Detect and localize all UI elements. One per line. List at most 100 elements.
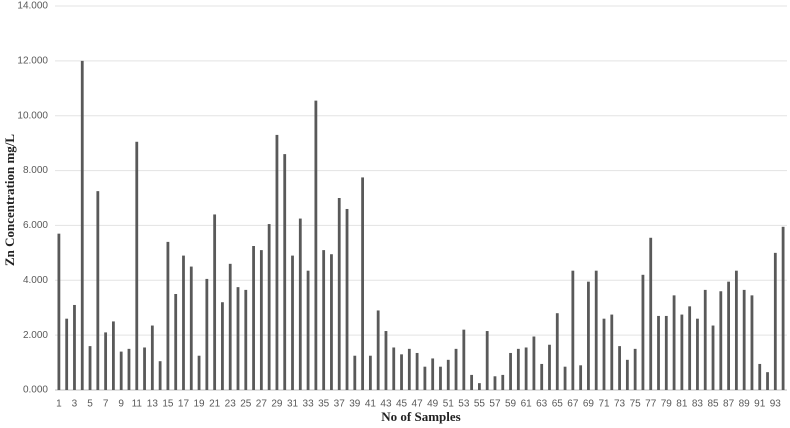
x-tick-label: 41 — [365, 399, 377, 410]
bar — [275, 134, 279, 390]
y-tick-label: 12.000 — [17, 55, 48, 66]
bar — [57, 233, 61, 390]
y-tick-label: 14.000 — [17, 1, 48, 12]
x-tick-label: 45 — [396, 399, 408, 410]
x-tick-label: 33 — [303, 399, 315, 410]
bar — [727, 281, 730, 390]
bar — [407, 348, 411, 390]
bar — [306, 270, 310, 390]
bar — [633, 348, 637, 390]
bar — [587, 281, 590, 390]
x-tick-label: 83 — [692, 399, 704, 410]
bar — [361, 177, 364, 390]
bar — [337, 198, 341, 390]
bar — [548, 344, 551, 390]
bar — [485, 331, 489, 390]
bar — [524, 347, 528, 390]
bar — [446, 359, 450, 390]
bar — [104, 332, 108, 390]
bar — [259, 250, 263, 390]
bar — [221, 302, 224, 390]
bar — [734, 270, 738, 390]
y-tick-label: 4.000 — [23, 275, 48, 286]
x-tick-label: 53 — [458, 399, 470, 410]
y-axis-title: Zn Concentration mg/L — [2, 134, 17, 267]
bar — [563, 366, 567, 390]
bar — [618, 346, 621, 390]
bar — [283, 154, 287, 390]
x-tick-label: 61 — [521, 399, 533, 410]
x-tick-label: 19 — [194, 399, 206, 410]
x-tick-label: 91 — [754, 399, 766, 410]
x-tick-label: 9 — [118, 399, 124, 410]
bar — [80, 60, 84, 390]
bar — [516, 348, 520, 390]
x-tick-label: 25 — [240, 399, 252, 410]
bar — [267, 224, 271, 390]
bar — [415, 352, 419, 390]
bar — [649, 237, 653, 390]
bar — [174, 294, 178, 390]
bar — [384, 331, 388, 390]
x-tick-label: 13 — [147, 399, 159, 410]
bar — [462, 329, 466, 390]
bar — [65, 318, 69, 390]
bar — [493, 376, 497, 390]
bar — [112, 321, 115, 390]
x-tick-label: 27 — [256, 399, 268, 410]
x-tick-label: 1 — [56, 399, 62, 410]
x-tick-label: 69 — [583, 399, 595, 410]
y-tick-label: 6.000 — [23, 220, 48, 231]
bar — [766, 372, 769, 390]
bar — [353, 355, 357, 390]
x-tick-label: 71 — [598, 399, 610, 410]
bar — [213, 214, 217, 390]
bar — [143, 347, 146, 390]
x-tick-label: 21 — [209, 399, 221, 410]
x-tick-label: 43 — [380, 399, 392, 410]
bar — [73, 304, 76, 390]
bar — [197, 355, 201, 390]
bar — [750, 295, 754, 390]
x-tick-label: 31 — [287, 399, 299, 410]
bar — [664, 315, 668, 390]
bar — [252, 246, 255, 390]
bar — [742, 289, 746, 390]
x-tick-label: 59 — [505, 399, 517, 410]
bar — [158, 361, 162, 390]
bar — [719, 291, 723, 390]
x-tick-label: 75 — [630, 399, 642, 410]
bar — [400, 354, 403, 390]
bar — [119, 351, 123, 390]
bar — [579, 365, 583, 390]
bar — [501, 374, 505, 390]
bar — [657, 315, 660, 390]
x-tick-label: 7 — [103, 399, 109, 410]
bar — [610, 314, 614, 390]
bar — [345, 208, 349, 390]
x-tick-label: 15 — [162, 399, 174, 410]
x-tick-label: 47 — [412, 399, 424, 410]
bar — [439, 366, 442, 390]
bar — [641, 274, 645, 390]
bar — [150, 325, 154, 390]
bar — [182, 255, 185, 390]
x-tick-label: 81 — [676, 399, 688, 410]
bar — [688, 306, 692, 390]
x-tick-label: 87 — [723, 399, 735, 410]
x-tick-label: 37 — [334, 399, 346, 410]
bar — [532, 336, 536, 390]
x-tick-label: 5 — [87, 399, 93, 410]
x-tick-label: 73 — [614, 399, 626, 410]
bar — [236, 287, 240, 390]
bar — [672, 295, 676, 390]
bar — [625, 359, 629, 390]
x-tick-label: 85 — [707, 399, 719, 410]
bar — [454, 348, 458, 390]
x-tick-label: 65 — [552, 399, 564, 410]
bar — [555, 313, 559, 390]
y-tick-label: 2.000 — [23, 330, 48, 341]
bar — [291, 255, 294, 390]
bar — [602, 318, 606, 390]
